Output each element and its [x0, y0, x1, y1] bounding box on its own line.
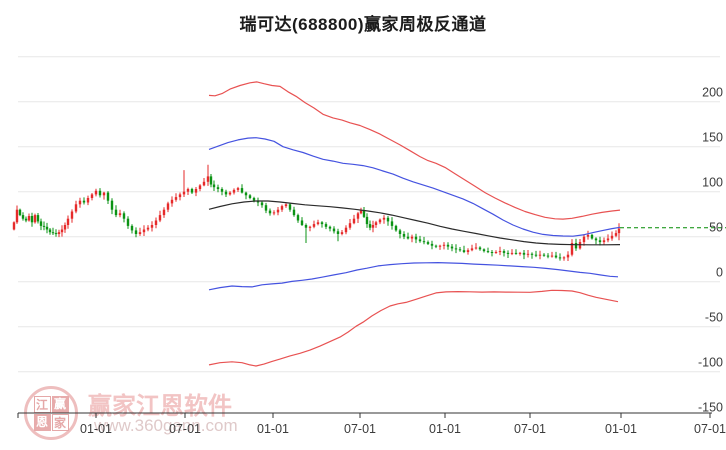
lower-blue-channel-line — [208, 262, 619, 291]
chart-title: 瑞可达(688800)赢家周极反通道 — [239, 15, 487, 34]
x-axis-label: 07-01 — [514, 422, 546, 436]
x-axis: 01-01 07-01 01-01 07-01 01-01 07-01 01-01 07-01 — [17, 412, 726, 436]
y-axis-label: 50 — [709, 221, 723, 235]
upper-red-channel-line — [208, 81, 621, 220]
mid-black-line — [208, 200, 621, 246]
logo-char: 恩 — [33, 413, 51, 431]
x-axis-label: 07-01 — [344, 422, 376, 436]
y-axis-label: 100 — [702, 176, 723, 190]
x-axis-label: 01-01 — [605, 422, 637, 436]
x-axis-label: 01-01 — [257, 422, 289, 436]
y-axis-label: 200 — [702, 86, 723, 100]
x-axis-label: 07-01 — [169, 422, 201, 436]
watermark-brand-text: 赢家江恩软件 — [88, 393, 232, 420]
lower-red-channel-line — [208, 289, 619, 367]
x-axis-label: 07-01 — [694, 422, 726, 436]
upper-blue-channel-line — [208, 137, 621, 237]
watermark-url-text: www.360gann.com — [94, 416, 238, 435]
y-axis-label: 0 — [716, 266, 723, 280]
x-axis-label: 01-01 — [80, 422, 112, 436]
logo-char: 家 — [51, 413, 69, 431]
y-axis-label: -50 — [705, 311, 723, 325]
gridlines — [18, 56, 720, 373]
y-axis-labels: 200 150 100 50 0 -50 -100 -150 — [698, 86, 723, 415]
y-axis-label: -100 — [698, 356, 723, 370]
logo-char: 赢 — [51, 395, 69, 413]
candle-series — [12, 164, 621, 261]
y-axis-label: -150 — [698, 401, 723, 415]
x-axis-label: 01-01 — [429, 422, 461, 436]
logo-char: 江 — [33, 395, 51, 413]
y-axis-label: 150 — [702, 131, 723, 145]
